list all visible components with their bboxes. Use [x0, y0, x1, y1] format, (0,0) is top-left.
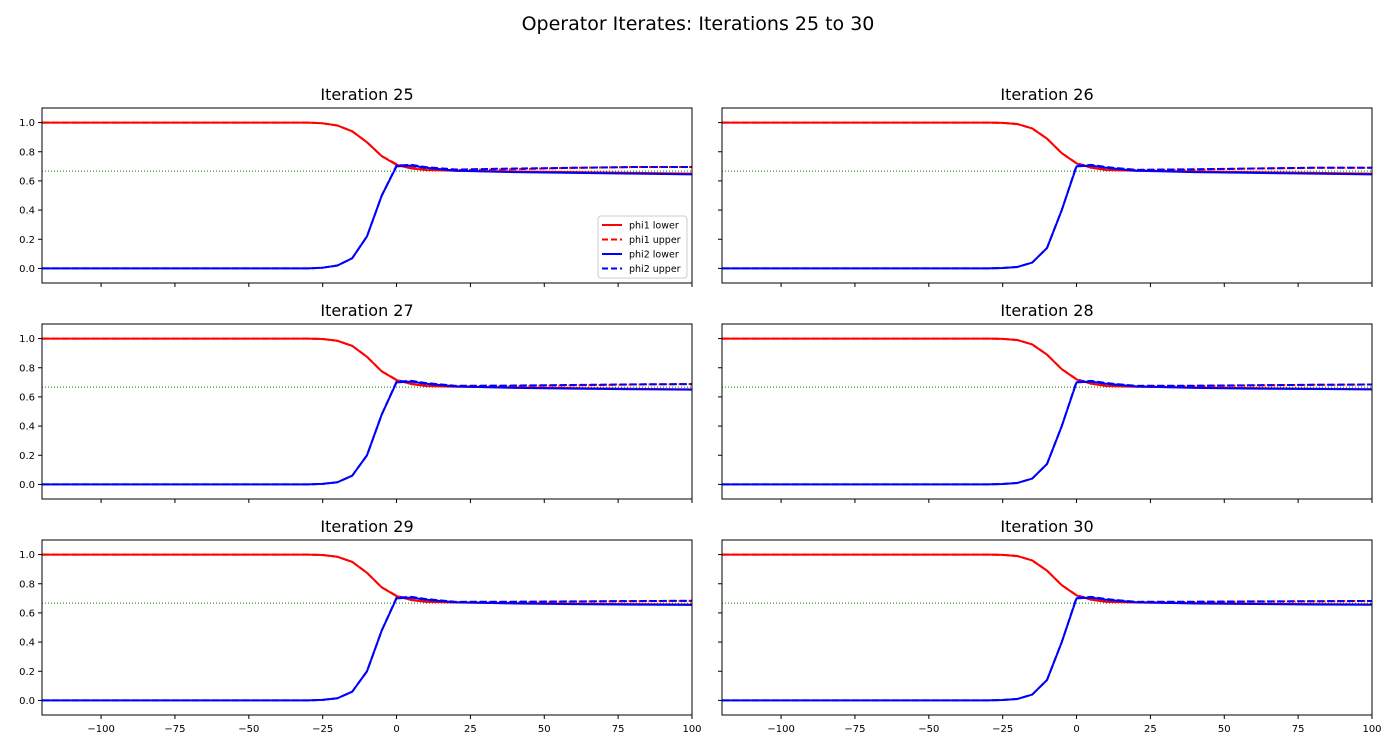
subplot-iteration-30: Iteration 30 −100 −75 −50 −25 0 25 50 75 100 — [718, 517, 1382, 735]
figure-title: Operator Iterates: Iterations 25 to 30 — [522, 13, 875, 35]
series-line-phi1-lower — [722, 337, 1372, 391]
x-tick-label: 25 — [464, 724, 477, 735]
series-line-phi2-lower — [722, 380, 1372, 486]
series-line-phi2-lower — [42, 596, 692, 702]
subplot-iteration-29: Iteration 29 0.0 0.2 0.4 0.6 0.8 1.0 −100 −75 −50… — [19, 517, 701, 735]
series-line-phi2-lower — [722, 164, 1372, 270]
series-line-phi2-upper — [722, 163, 1372, 270]
series-line-phi1-upper — [722, 121, 1372, 171]
series-line-phi1-upper — [722, 337, 1372, 388]
legend-entry: phi1 lower — [629, 221, 679, 232]
series-line-phi1-lower — [42, 121, 692, 175]
axes-frame — [41, 323, 693, 500]
y-tick-label: 1.0 — [19, 550, 35, 561]
y-tick-label: 0.6 — [19, 392, 35, 403]
subplot-title: Iteration 28 — [1000, 301, 1093, 320]
legend: phi1 lower phi1 upper phi2 lower phi2 upper — [597, 215, 688, 279]
series-line-phi2-lower — [722, 596, 1372, 702]
series-line-phi2-lower — [42, 380, 692, 486]
y-tick-label: 0.8 — [19, 579, 35, 590]
subplot-iteration-28: Iteration 28 — [718, 301, 1373, 503]
x-tick-label: 0 — [393, 724, 399, 735]
y-tick-label: 0.8 — [19, 147, 35, 158]
legend-entry: phi2 upper — [629, 264, 681, 275]
series-line-phi1-upper — [722, 553, 1372, 604]
y-tick-label: 0.8 — [19, 363, 35, 374]
x-tick-label: −50 — [918, 724, 939, 735]
series-line-phi1-upper — [42, 121, 692, 171]
subplot-title: Iteration 26 — [1000, 85, 1093, 104]
axes-frame — [721, 107, 1373, 284]
subplot-title: Iteration 25 — [320, 85, 413, 104]
y-tick-label: 1.0 — [19, 118, 35, 129]
y-tick-label: 0.0 — [19, 480, 35, 491]
legend-entry: phi1 upper — [629, 235, 681, 246]
x-tick-label: 100 — [1362, 724, 1381, 735]
series-line-phi2-upper — [42, 163, 692, 270]
axes-frame — [41, 539, 693, 716]
x-tick-label: −100 — [767, 724, 794, 735]
series-line-phi2-upper — [722, 379, 1372, 486]
y-tick-label: 0.6 — [19, 608, 35, 619]
series-line-phi1-lower — [42, 337, 692, 391]
subplot-grid: Iteration 25 0.0 0.2 0.4 0.6 0.8 1.0 phi1 lower… — [19, 85, 1381, 735]
series-line-phi2-upper — [42, 379, 692, 486]
x-tick-label: −100 — [87, 724, 114, 735]
series-line-phi2-lower — [42, 164, 692, 270]
axes-frame — [721, 539, 1373, 716]
axes-frame — [721, 323, 1373, 500]
y-tick-label: 0.4 — [19, 422, 35, 433]
x-tick-label: −75 — [164, 724, 185, 735]
series-line-phi1-lower — [722, 121, 1372, 175]
series-line-phi1-lower — [722, 553, 1372, 606]
y-tick-label: 0.0 — [19, 264, 35, 275]
series-line-phi2-upper — [42, 595, 692, 702]
y-tick-label: 0.2 — [19, 235, 35, 246]
x-tick-label: −50 — [238, 724, 259, 735]
subplot-title: Iteration 29 — [320, 517, 413, 536]
series-line-phi1-upper — [42, 337, 692, 388]
y-tick-label: 0.2 — [19, 451, 35, 462]
subplot-title: Iteration 27 — [320, 301, 413, 320]
x-tick-label: 75 — [1292, 724, 1305, 735]
legend-box — [597, 215, 688, 279]
x-tick-label: −25 — [312, 724, 333, 735]
x-tick-label: 0 — [1073, 724, 1079, 735]
y-tick-label: 0.4 — [19, 638, 35, 649]
axes-frame — [41, 107, 693, 284]
subplot-iteration-26: Iteration 26 — [718, 85, 1373, 287]
x-tick-label: 100 — [682, 724, 701, 735]
legend-entry: phi2 lower — [629, 250, 679, 261]
y-tick-label: 0.4 — [19, 206, 35, 217]
x-tick-label: −75 — [844, 724, 865, 735]
subplot-title: Iteration 30 — [1000, 517, 1093, 536]
x-tick-label: −25 — [992, 724, 1013, 735]
x-tick-label: 25 — [1144, 724, 1157, 735]
y-tick-label: 0.2 — [19, 667, 35, 678]
y-tick-label: 0.0 — [19, 696, 35, 707]
subplot-iteration-25: Iteration 25 0.0 0.2 0.4 0.6 0.8 1.0 phi1 lower… — [19, 85, 693, 287]
series-line-phi1-lower — [42, 553, 692, 606]
y-tick-label: 1.0 — [19, 334, 35, 345]
x-tick-label: 50 — [538, 724, 551, 735]
series-line-phi2-upper — [722, 595, 1372, 702]
x-tick-label: 75 — [612, 724, 625, 735]
y-tick-label: 0.6 — [19, 176, 35, 187]
series-line-phi1-upper — [42, 553, 692, 604]
subplot-iteration-27: Iteration 27 0.0 0.2 0.4 0.6 0.8 1.0 — [19, 301, 693, 503]
x-tick-label: 50 — [1218, 724, 1231, 735]
